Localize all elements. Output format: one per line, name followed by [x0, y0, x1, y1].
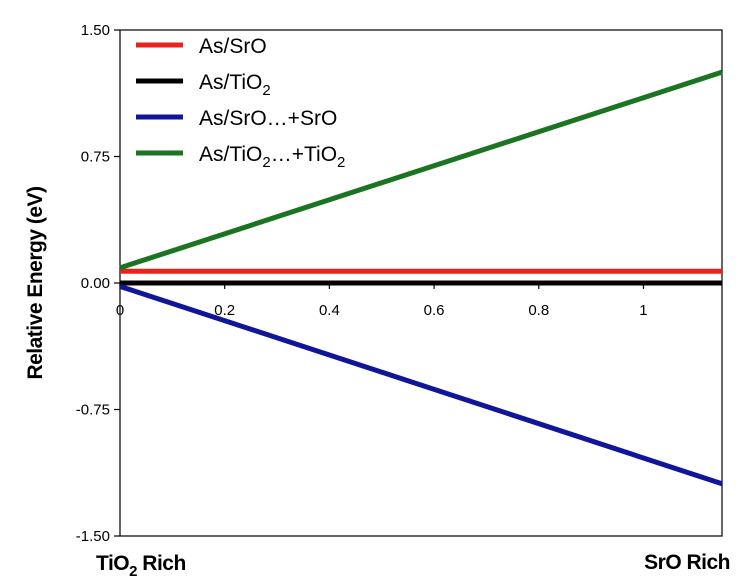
- y-axis-label: Relative Energy (eV): [24, 186, 47, 379]
- y-tick-label: 0.75: [81, 149, 110, 166]
- x-tick-label: 1: [639, 302, 647, 319]
- x-ticks: 0 0.2 0.4 0.6 0.8 1: [116, 283, 648, 319]
- y-tick-label: -0.75: [76, 402, 110, 419]
- bottom-right-label: SrO Rich: [644, 551, 730, 574]
- bottom-left-label: TiO2 Rich: [96, 552, 186, 579]
- y-tick-label: -1.50: [76, 528, 110, 545]
- x-tick-label: 0.6: [424, 302, 445, 319]
- x-tick-label: 0.8: [528, 302, 549, 319]
- x-tick-label: 0.2: [214, 302, 235, 319]
- x-tick-label: 0: [116, 302, 124, 319]
- legend-label: As/TiO2…+TiO2: [199, 143, 345, 171]
- y-ticks: 1.50 0.75 0.00 -0.75 -1.50: [76, 22, 120, 545]
- legend-label: As/TiO2: [199, 71, 271, 99]
- legend-label: As/SrO…+SrO: [199, 107, 337, 130]
- x-tick-label: 0.4: [319, 302, 340, 319]
- legend-label: As/SrO: [199, 35, 267, 58]
- legend: As/SrO As/TiO2 As/SrO…+SrO As/TiO2…+TiO2: [136, 35, 345, 171]
- series-line-4: [119, 69, 723, 271]
- y-tick-label: 0.00: [81, 275, 110, 292]
- series-line-3: [119, 283, 723, 487]
- y-tick-label: 1.50: [81, 22, 110, 39]
- series-lines: [119, 69, 723, 487]
